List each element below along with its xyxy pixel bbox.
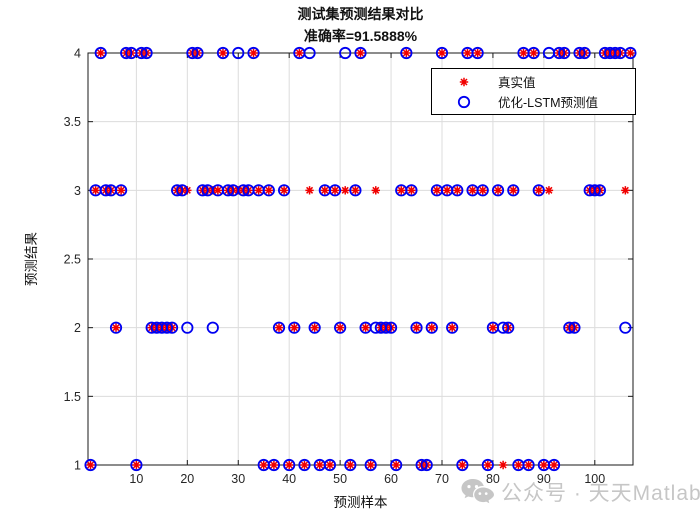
svg-text:10: 10 <box>129 472 143 486</box>
svg-text:1: 1 <box>74 459 81 473</box>
chart-subtitle-accuracy: 准确率=91.5888% <box>303 28 418 44</box>
svg-text:20: 20 <box>180 472 194 486</box>
svg-text:50: 50 <box>333 472 347 486</box>
legend-item-true: 真实值 <box>438 72 635 92</box>
svg-text:1.5: 1.5 <box>64 390 81 404</box>
svg-text:3: 3 <box>74 184 81 198</box>
svg-text:80: 80 <box>486 472 500 486</box>
legend-item-pred: 优化-LSTM预测值 <box>438 92 635 112</box>
svg-text:30: 30 <box>231 472 245 486</box>
svg-text:100: 100 <box>584 472 605 486</box>
svg-text:4: 4 <box>74 47 81 61</box>
circle-marker-icon <box>438 94 490 110</box>
legend-label-pred: 优化-LSTM预测值 <box>498 96 599 110</box>
legend-box: 真实值 优化-LSTM预测值 <box>431 68 636 115</box>
chart-title: 测试集预测结果对比 <box>297 6 424 22</box>
svg-text:2: 2 <box>74 321 81 335</box>
svg-text:90: 90 <box>537 472 551 486</box>
svg-text:40: 40 <box>282 472 296 486</box>
asterisk-marker-icon <box>438 74 490 90</box>
svg-text:60: 60 <box>384 472 398 486</box>
svg-text:70: 70 <box>435 472 449 486</box>
x-axis-label: 预测样本 <box>333 495 388 510</box>
legend-label-true: 真实值 <box>498 76 536 90</box>
svg-text:2.5: 2.5 <box>64 253 81 267</box>
svg-text:3.5: 3.5 <box>64 115 81 129</box>
y-axis-label: 预测结果 <box>24 232 39 286</box>
